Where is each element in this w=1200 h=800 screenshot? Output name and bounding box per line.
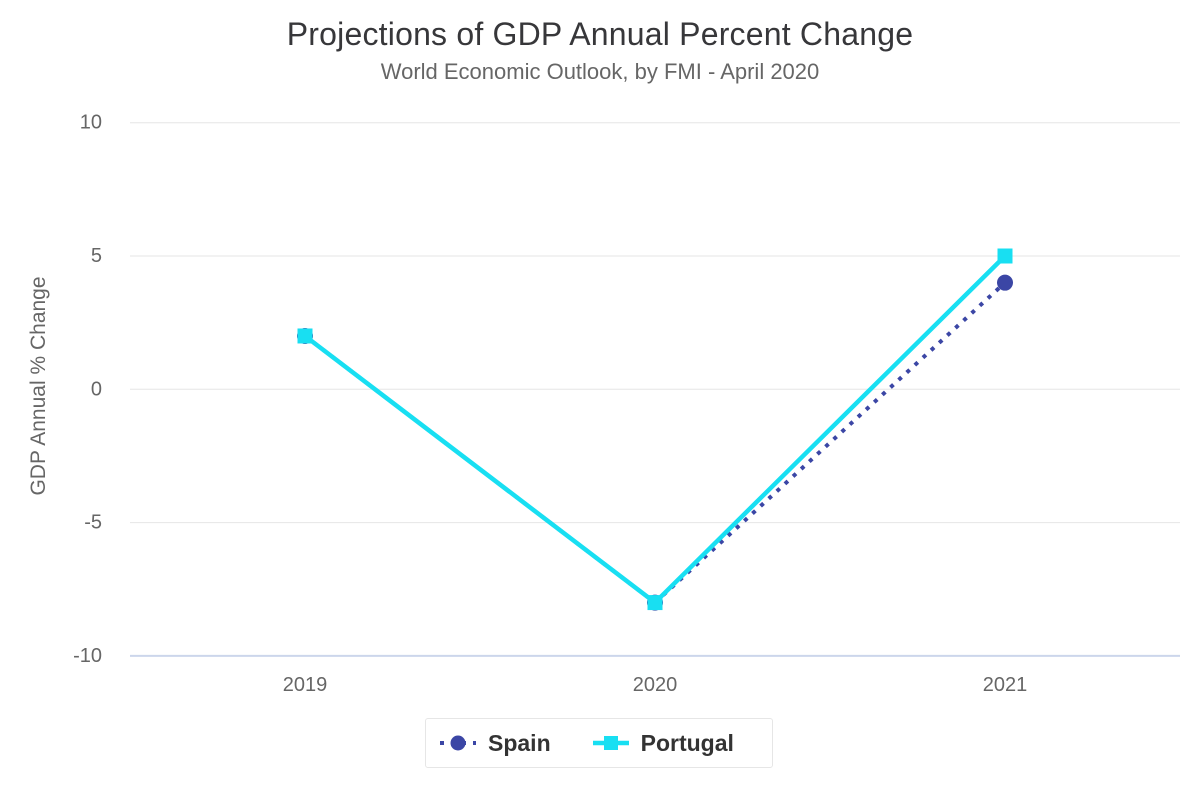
legend: Spain Portugal [425,718,773,768]
x-tick-label: 2021 [983,674,1028,696]
portugal-point-2020 [647,595,663,611]
y-tick-label: -10 [73,645,102,667]
portugal-line [303,254,1007,606]
spain-legend-marker-icon [440,735,476,751]
spain-point-2021 [997,274,1013,291]
portugal-point-2019 [297,328,313,344]
legend-label: Portugal [640,729,734,756]
x-tick-label: 2019 [283,674,328,696]
y-tick-label: 0 [91,378,102,400]
y-tick-label: -5 [84,512,102,534]
chart-subtitle: World Economic Outlook, by FMI - April 2… [380,59,820,84]
legend-item-spain[interactable]: Spain [440,730,551,757]
legend-marker-shape [450,735,466,751]
portugal-legend-marker-icon [592,736,629,750]
portugal-point-2021 [997,248,1013,264]
legend-marker-shape [603,736,618,750]
y-tick-label: 5 [91,245,102,267]
legend-label: Spain [488,729,551,756]
x-tick-label: 2020 [633,674,678,696]
legend-item-portugal[interactable]: Portugal [592,729,734,757]
spain-line [303,281,1007,606]
chart-title: Projections of GDP Annual Percent Change [286,16,914,52]
y-tick-label: 10 [80,112,102,134]
